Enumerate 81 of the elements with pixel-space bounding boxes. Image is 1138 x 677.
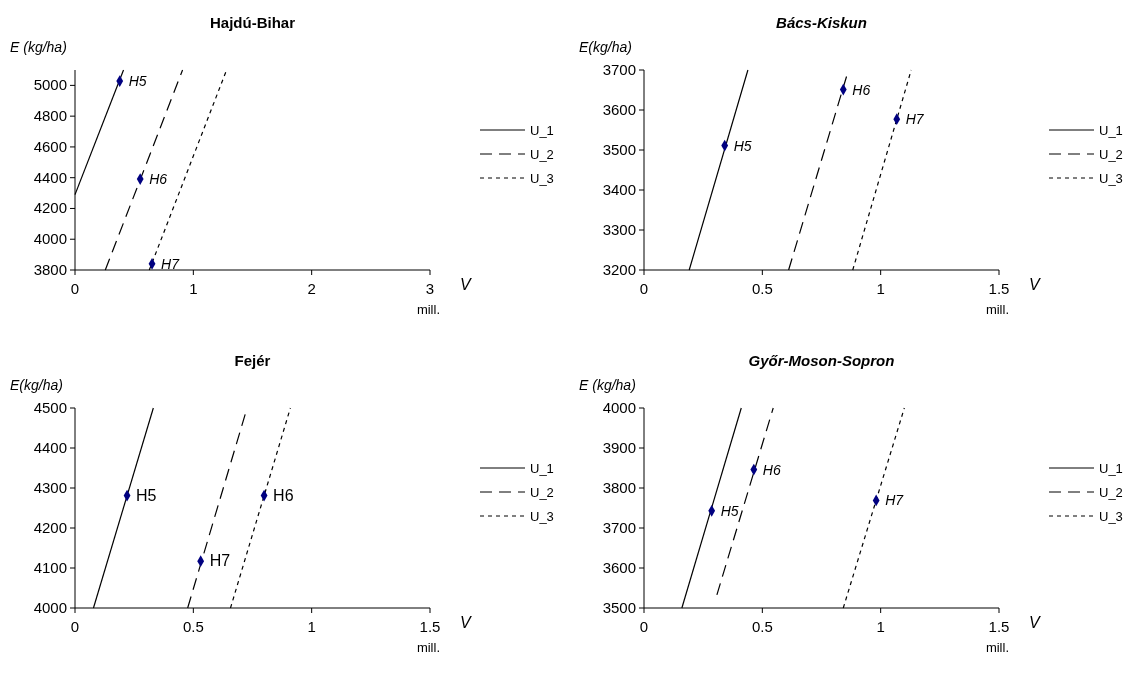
chart-title: Fejér [234, 352, 271, 369]
y-tick-label: 4000 [602, 399, 636, 416]
x-tick-label: 0 [639, 280, 649, 297]
y-tick-label: 4400 [33, 439, 67, 456]
data-label: H6 [762, 461, 781, 478]
y-tick-label: 3800 [33, 261, 67, 278]
x-tick-label: 1 [307, 618, 316, 635]
data-label: H6 [273, 486, 294, 504]
x-tick-label: 1.5 [988, 280, 1010, 297]
legend-label: U_2 [1099, 485, 1123, 500]
text: mill. [985, 640, 1009, 655]
x-tick-label: 0 [70, 618, 80, 635]
x-axis-title: V [1029, 614, 1041, 631]
legend-label: U_3 [1099, 171, 1123, 186]
legend-label: U_2 [530, 485, 554, 500]
y-axis-title: E(kg/ha) [579, 39, 632, 55]
y-tick-label: 4200 [33, 519, 67, 536]
x-tick-label: 1 [189, 280, 198, 297]
text: mill. [416, 640, 440, 655]
y-tick-label: 3900 [602, 439, 636, 456]
data-label: H5 [733, 137, 752, 154]
data-label: H7 [161, 255, 181, 272]
x-tick-label: 0 [70, 280, 80, 297]
y-tick-label: 3800 [602, 479, 636, 496]
y-axis-title: E(kg/ha) [10, 377, 63, 393]
x-tick-label: 0.5 [182, 618, 204, 635]
x-tick-label: 1 [876, 280, 885, 297]
y-tick-label: 3500 [602, 141, 636, 158]
legend-label: U_3 [1099, 509, 1123, 524]
y-tick-label: 3200 [602, 261, 636, 278]
y-tick-label: 4800 [33, 107, 67, 125]
data-label: H5 [128, 73, 147, 90]
y-tick-label: 4200 [33, 199, 67, 217]
data-label: H6 [149, 171, 168, 188]
y-tick-label: 3700 [602, 61, 636, 78]
y-tick-label: 4000 [33, 230, 67, 248]
y-tick-label: 5000 [33, 76, 67, 94]
y-tick-label: 4300 [33, 479, 67, 496]
legend-label: U_3 [530, 509, 554, 524]
y-axis-title: E (kg/ha) [579, 377, 636, 393]
y-axis-title: E (kg/ha) [10, 39, 67, 55]
x-tick-label: 0.5 [751, 280, 773, 297]
legend-label: U_1 [1099, 461, 1123, 476]
legend-label: U_1 [530, 461, 554, 476]
y-tick-label: 3700 [602, 519, 636, 536]
data-label: H6 [852, 81, 871, 98]
y-tick-label: 4000 [33, 599, 67, 616]
legend-label: U_2 [1099, 147, 1123, 162]
data-label: H7 [905, 111, 925, 128]
text: mill. [985, 302, 1009, 317]
x-tick-label: 1.5 [988, 618, 1010, 635]
y-tick-label: 4600 [33, 137, 67, 155]
x-axis-title: V [460, 276, 472, 293]
y-tick-label: 4100 [33, 559, 67, 576]
x-axis-title: V [1029, 276, 1041, 293]
x-tick-label: 1 [876, 618, 885, 635]
x-tick-label: 0 [639, 618, 649, 635]
y-tick-label: 4500 [33, 399, 67, 416]
y-tick-label: 3600 [602, 559, 636, 576]
x-tick-label: 1.5 [419, 618, 441, 635]
y-tick-label: 4400 [33, 168, 67, 186]
y-tick-label: 3500 [602, 599, 636, 616]
data-label: H5 [720, 502, 739, 519]
legend-label: U_1 [530, 123, 554, 138]
x-tick-label: 3 [425, 280, 435, 297]
x-tick-label: 0.5 [751, 618, 773, 635]
chart-title: Győr-Moson-Sopron [748, 352, 895, 369]
legend-label: U_3 [530, 171, 554, 186]
x-axis-title: V [460, 614, 472, 631]
legend-label: U_1 [1099, 123, 1123, 138]
y-tick-label: 3300 [602, 221, 636, 238]
chart-title: Hajdú-Bihar [209, 14, 296, 31]
chart-title: Bács-Kiskun [776, 14, 867, 31]
data-label: H7 [885, 492, 905, 509]
text: mill. [416, 302, 440, 317]
y-tick-label: 3600 [602, 101, 636, 118]
y-tick-label: 3400 [602, 181, 636, 198]
data-label: H5 [136, 486, 157, 504]
data-label: H7 [209, 552, 231, 570]
legend-label: U_2 [530, 147, 554, 162]
x-tick-label: 2 [307, 280, 316, 297]
